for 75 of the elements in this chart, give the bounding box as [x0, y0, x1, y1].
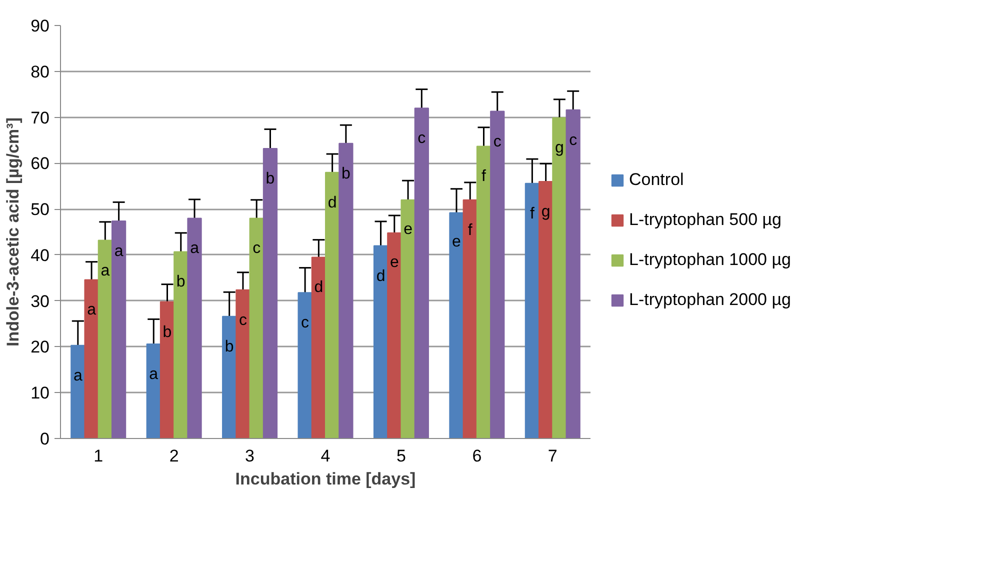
legend-label: L-tryptophan 500 µg — [629, 210, 782, 230]
data-label: a — [149, 366, 158, 383]
bar — [236, 289, 250, 438]
bar — [552, 117, 567, 438]
x-axis-title: Incubation time [days] — [235, 470, 416, 488]
x-tick-label: 2 — [169, 446, 179, 466]
y-tick-label: 0 — [40, 430, 50, 448]
data-label: c — [301, 314, 310, 332]
y-tick-label: 60 — [30, 154, 50, 174]
bar — [387, 232, 402, 438]
data-label: a — [73, 367, 82, 384]
bar — [84, 279, 99, 438]
bar — [524, 182, 540, 438]
bar — [262, 148, 278, 438]
bar — [98, 240, 112, 438]
data-label: e — [404, 220, 413, 238]
bar — [462, 199, 478, 438]
data-label: f — [530, 205, 535, 222]
data-label: d — [314, 279, 324, 296]
data-label: f — [482, 168, 487, 186]
data-label: e — [452, 234, 462, 251]
data-label: c — [252, 240, 261, 258]
data-label: c — [493, 133, 502, 150]
data-label: a — [190, 240, 200, 258]
x-tick-label: 4 — [320, 446, 330, 466]
y-tick-label: 90 — [30, 16, 50, 36]
data-label: f — [468, 222, 473, 239]
bar — [249, 218, 264, 438]
y-tick-label: 30 — [30, 292, 50, 311]
bar — [187, 218, 202, 438]
data-label: g — [541, 204, 550, 221]
data-label: b — [266, 170, 275, 188]
bar — [311, 256, 326, 438]
data-label: g — [555, 140, 564, 157]
bar — [538, 181, 554, 438]
bar — [490, 110, 505, 438]
bar — [400, 199, 416, 438]
bar — [174, 251, 188, 438]
data-label: b — [176, 274, 186, 291]
y-tick-label: 80 — [30, 62, 50, 82]
x-tick-label: 3 — [245, 446, 255, 466]
data-label: b — [162, 324, 172, 341]
bar — [111, 220, 126, 438]
data-label: d — [376, 268, 386, 285]
data-label: d — [328, 194, 337, 212]
x-tick-label: 6 — [472, 446, 482, 466]
data-label: c — [238, 312, 247, 329]
legend-label: Control — [629, 170, 684, 190]
bar — [414, 108, 429, 438]
y-tick-label: 40 — [30, 246, 50, 265]
x-tick-label: 5 — [396, 446, 406, 466]
bar — [476, 146, 492, 438]
bar — [449, 212, 464, 438]
data-label: c — [418, 130, 426, 148]
data-label: a — [114, 242, 124, 260]
x-tick-label: 1 — [94, 446, 104, 466]
legend-label: L-tryptophan 1000 µg — [629, 250, 791, 270]
x-tick-label: 7 — [548, 446, 558, 466]
data-label: c — [569, 132, 578, 149]
y-tick-label: 70 — [30, 108, 50, 128]
data-label: a — [100, 262, 110, 280]
y-tick-label: 20 — [30, 338, 50, 357]
bar — [373, 245, 388, 438]
y-tick-label: 50 — [30, 200, 50, 220]
data-label: b — [224, 338, 234, 356]
y-tick-label: 10 — [30, 384, 50, 403]
data-label: b — [341, 165, 350, 182]
data-label: a — [87, 302, 96, 319]
bar — [566, 109, 580, 438]
y-axis-title: Indole-3-acetic acid [µg/cm³] — [4, 118, 23, 346]
bar — [338, 142, 354, 438]
bar — [298, 292, 312, 438]
data-label: e — [390, 254, 399, 271]
legend-label: L-tryptophan 2000 µg — [629, 290, 791, 310]
bar — [325, 172, 340, 438]
